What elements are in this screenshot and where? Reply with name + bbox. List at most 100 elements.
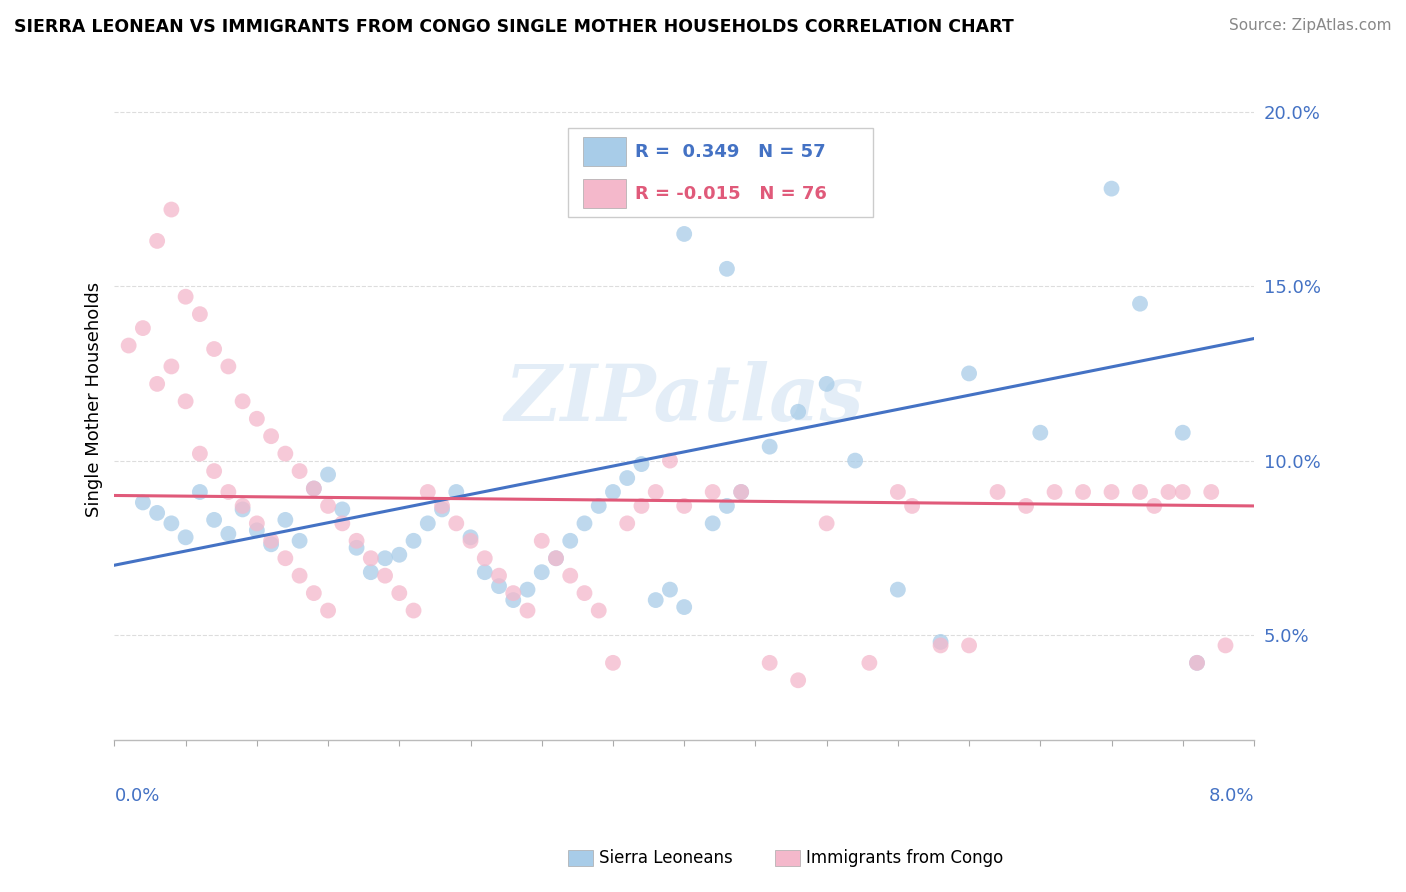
Point xyxy=(288,568,311,582)
Point xyxy=(1129,296,1152,310)
Point xyxy=(588,499,610,513)
Point xyxy=(132,321,155,335)
Point xyxy=(616,516,638,531)
Point xyxy=(132,495,155,509)
Point xyxy=(246,516,269,531)
Point xyxy=(644,485,666,500)
Point xyxy=(217,526,239,541)
Point xyxy=(516,582,538,597)
Point xyxy=(302,482,325,496)
Point xyxy=(502,586,524,600)
Point xyxy=(330,502,353,516)
Point xyxy=(232,394,254,409)
Point xyxy=(260,533,283,548)
Point xyxy=(815,516,838,531)
Point xyxy=(644,593,666,607)
Point xyxy=(474,565,496,579)
Point xyxy=(330,516,353,531)
Point xyxy=(174,530,197,544)
Point xyxy=(430,502,453,516)
Point xyxy=(1157,485,1180,500)
Point xyxy=(360,565,382,579)
Point xyxy=(346,541,368,555)
Point xyxy=(288,533,311,548)
Text: ZIPatlas: ZIPatlas xyxy=(505,361,863,438)
Point xyxy=(702,485,724,500)
Point xyxy=(516,603,538,617)
Point xyxy=(658,582,681,597)
Point xyxy=(1171,485,1194,500)
Text: Source: ZipAtlas.com: Source: ZipAtlas.com xyxy=(1229,18,1392,33)
Text: R =  0.349   N = 57: R = 0.349 N = 57 xyxy=(636,143,825,161)
Point xyxy=(474,551,496,566)
Point xyxy=(260,429,283,443)
Point xyxy=(1071,485,1094,500)
Point xyxy=(118,338,141,352)
Point xyxy=(702,516,724,531)
Point xyxy=(416,516,439,531)
Point xyxy=(530,533,553,548)
Point xyxy=(730,485,752,500)
Point xyxy=(160,516,183,531)
Point xyxy=(1015,499,1038,513)
Point xyxy=(188,447,211,461)
Point xyxy=(232,502,254,516)
Point xyxy=(1101,485,1123,500)
Point xyxy=(246,411,269,425)
Point xyxy=(560,568,582,582)
Point xyxy=(588,603,610,617)
Point xyxy=(374,551,396,566)
Point xyxy=(887,485,910,500)
Point xyxy=(1199,485,1222,500)
Point xyxy=(360,551,382,566)
Point xyxy=(430,499,453,513)
Point xyxy=(630,499,652,513)
Point xyxy=(146,506,169,520)
Point xyxy=(160,359,183,374)
Point xyxy=(402,533,425,548)
Point xyxy=(730,485,752,500)
Point xyxy=(416,485,439,500)
Point xyxy=(787,405,810,419)
Point xyxy=(302,586,325,600)
Point xyxy=(246,524,269,538)
Point xyxy=(673,227,696,241)
Point xyxy=(274,513,297,527)
Point xyxy=(217,485,239,500)
Point xyxy=(446,485,468,500)
Point xyxy=(388,586,411,600)
Point xyxy=(630,457,652,471)
Point xyxy=(844,453,866,467)
Text: Immigrants from Congo: Immigrants from Congo xyxy=(806,849,1004,867)
Text: 8.0%: 8.0% xyxy=(1209,787,1254,805)
Point xyxy=(402,603,425,617)
Point xyxy=(146,234,169,248)
Point xyxy=(858,656,880,670)
Text: 0.0%: 0.0% xyxy=(114,787,160,805)
Point xyxy=(716,261,738,276)
Point xyxy=(929,635,952,649)
Point xyxy=(574,516,596,531)
Point xyxy=(217,359,239,374)
Point xyxy=(374,568,396,582)
Point xyxy=(1185,656,1208,670)
Point xyxy=(530,565,553,579)
Point xyxy=(316,467,339,482)
Point xyxy=(460,530,482,544)
Point xyxy=(1185,656,1208,670)
Point xyxy=(488,568,510,582)
Point xyxy=(574,586,596,600)
Point xyxy=(316,603,339,617)
Point xyxy=(758,440,780,454)
Text: R = -0.015   N = 76: R = -0.015 N = 76 xyxy=(636,185,827,202)
Point xyxy=(316,499,339,513)
Point xyxy=(901,499,924,513)
Point xyxy=(957,367,980,381)
Point xyxy=(232,499,254,513)
Point xyxy=(1171,425,1194,440)
Point xyxy=(1043,485,1066,500)
Point xyxy=(673,499,696,513)
Text: Sierra Leoneans: Sierra Leoneans xyxy=(599,849,733,867)
Point xyxy=(202,464,225,478)
Point xyxy=(602,656,624,670)
